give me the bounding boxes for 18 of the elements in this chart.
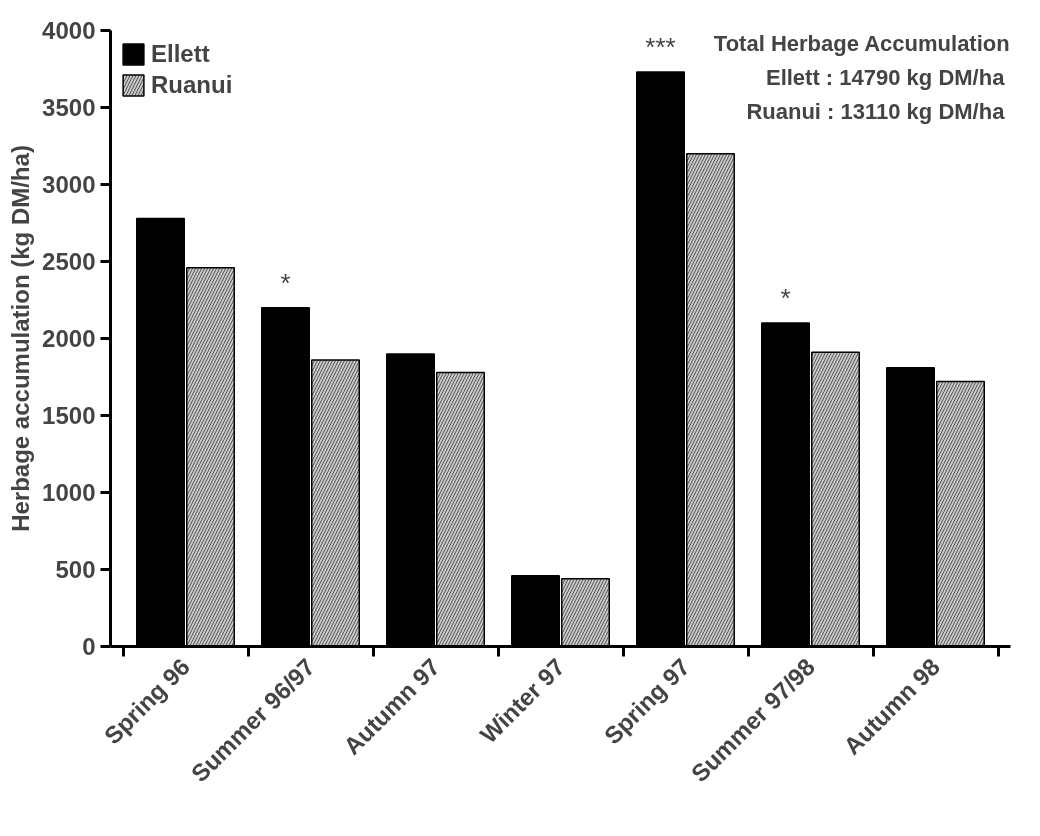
annotation: Total Herbage Accumulation	[713, 30, 1010, 56]
y-tick-label: 1500	[42, 402, 96, 429]
annotation: *	[780, 283, 791, 314]
y-axis-title: Herbage accumulation (kg DM/ha)	[7, 145, 35, 532]
y-tick-label: 500	[55, 556, 96, 583]
y-tick-label: 2000	[42, 325, 96, 352]
legend-label: Ruanui	[151, 71, 233, 99]
y-tick-label: 3500	[42, 94, 96, 121]
y-tick-label: 0	[82, 633, 96, 660]
y-tick-label: 1000	[42, 479, 96, 506]
annotation: *	[280, 267, 291, 298]
annotation: Ellett : 14790 kg DM/ha	[765, 64, 1006, 90]
y-tick-label: 4000	[42, 17, 96, 44]
y-tick-label: 3000	[42, 171, 96, 198]
annotation: Ruanui : 13110 kg DM/ha	[746, 98, 1006, 124]
y-tick-label: 2500	[42, 248, 96, 275]
annotation: ***	[645, 32, 676, 63]
legend-label: Ellett	[151, 40, 210, 68]
